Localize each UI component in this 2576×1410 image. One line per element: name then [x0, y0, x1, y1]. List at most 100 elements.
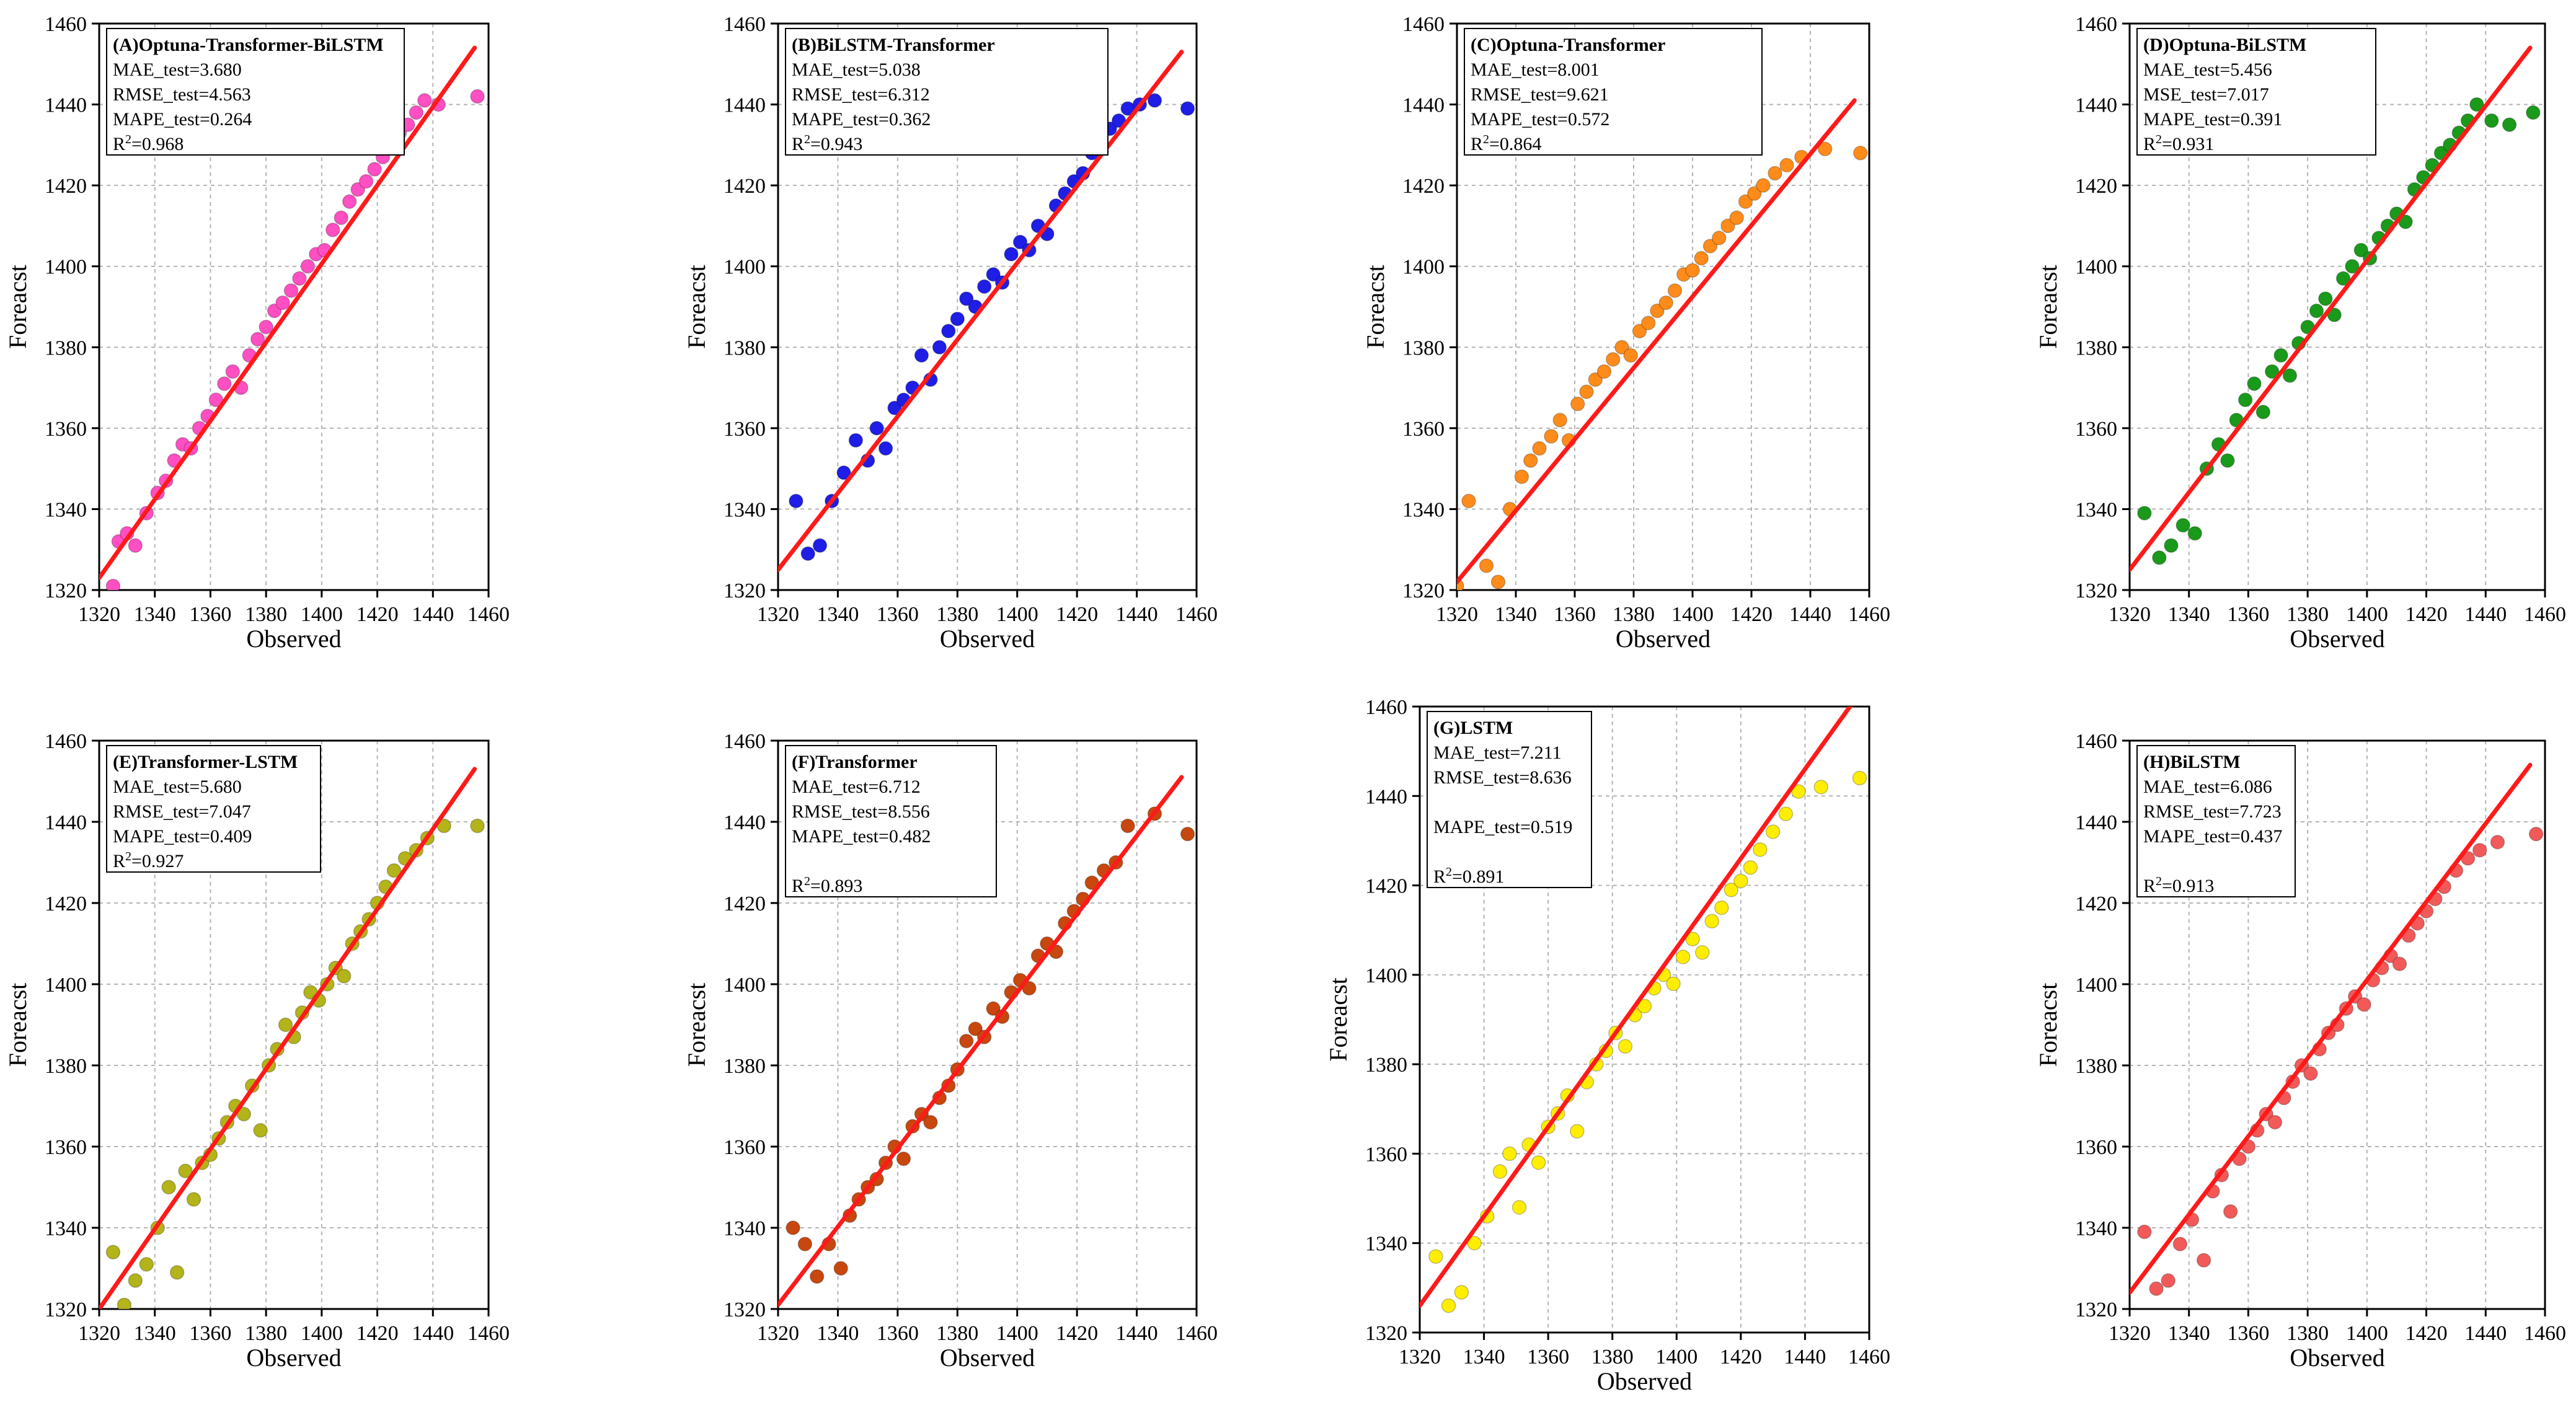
scatter-point	[1667, 283, 1683, 298]
scatter-point	[2335, 271, 2351, 286]
scatter-point	[1490, 575, 1506, 589]
scatter-point	[1479, 558, 1494, 573]
y-tick-label: 1460	[1402, 13, 1445, 36]
stats-box	[1427, 711, 1592, 888]
scatter-point	[1523, 453, 1538, 468]
scatter-point	[1768, 165, 1782, 181]
scatter-point	[1791, 784, 1806, 799]
scatter-point	[1544, 429, 1559, 444]
y-tick-label: 1380	[45, 1055, 87, 1078]
y-tick-label: 1380	[45, 337, 87, 359]
x-tick-label: 1460	[2524, 1322, 2566, 1345]
stats-box	[785, 28, 1109, 156]
metric-value: MSE_test=7.017	[2143, 84, 2269, 105]
scatter-point	[292, 271, 307, 286]
metric-value: RMSE_test=8.556	[792, 801, 930, 822]
x-tick-label: 1360	[1527, 1346, 1569, 1368]
scatter-point	[932, 340, 947, 355]
r-squared-value: R2=0.931	[2143, 133, 2214, 154]
y-tick-label: 1340	[45, 1217, 87, 1240]
y-tick-label: 1360	[724, 1136, 766, 1159]
scatter-point	[1618, 1039, 1633, 1054]
panel-title: (G)LSTM	[1433, 718, 1513, 738]
scatter-point	[253, 1123, 268, 1138]
scatter-point	[1729, 210, 1744, 226]
x-tick-label: 1320	[2109, 1322, 2151, 1345]
x-tick-label: 1460	[467, 1322, 510, 1345]
scatter-point	[923, 1114, 938, 1130]
y-tick-label: 1340	[1365, 1233, 1407, 1256]
plot-marks	[778, 50, 1195, 572]
scatter-point	[283, 283, 299, 298]
y-tick-label: 1320	[2075, 1298, 2117, 1321]
metric-value: MAE_test=7.211	[1433, 742, 1562, 763]
chart-panel-c: 1320 1340 1360 1380 1400 1420 1440 1460 1320 1340…	[1361, 13, 1890, 653]
chart-panel-e: 1320 1340 1360 1380 1400 1420 1440 1460 1320 1340…	[4, 730, 510, 1372]
scatter-point	[334, 210, 349, 226]
scatter-point	[2152, 550, 2167, 565]
scatter-point	[1004, 247, 1019, 262]
scatter-point	[1637, 998, 1652, 1014]
scatter-point	[797, 1236, 813, 1251]
scatter-point	[1779, 157, 1794, 173]
scatter-point	[1666, 976, 1681, 992]
scatter-point	[1685, 263, 1700, 278]
scatter-point	[342, 194, 357, 209]
y-tick-label: 1360	[2075, 418, 2117, 441]
plot-area-frame	[2128, 739, 2546, 1310]
x-tick-label: 1440	[2464, 1322, 2507, 1345]
metric-value: MAPE_test=0.264	[113, 109, 252, 130]
fit-line	[99, 45, 477, 580]
y-tick-label: 1420	[2075, 175, 2117, 198]
panel-title: (F)Transformer	[792, 752, 918, 772]
fit-line	[99, 767, 477, 1309]
y-tick-label: 1360	[2075, 1136, 2117, 1159]
plot-marks	[1457, 98, 1868, 590]
y-axis-title: Foreacst	[4, 265, 32, 349]
y-axis-title: Foreacst	[683, 983, 710, 1067]
x-tick-label: 1400	[301, 603, 343, 626]
scatter-point	[2472, 843, 2487, 858]
r-squared-value: R2=0.927	[113, 850, 184, 871]
stats-box	[2136, 28, 2376, 156]
x-tick-label: 1460	[1175, 1322, 1218, 1345]
scatter-point	[105, 1245, 121, 1260]
scatter-point	[2528, 826, 2544, 842]
chart-panel-d: 1320 1340 1360 1380 1400 1420 1440 1460 1320 1340…	[2034, 13, 2566, 653]
scatter-point	[2237, 392, 2253, 407]
metric-value: MAPE_test=0.482	[792, 826, 931, 847]
y-tick-label: 1380	[1402, 337, 1445, 359]
scatter-point	[836, 465, 851, 480]
scatter-point	[1428, 1249, 1443, 1264]
scatter-point	[161, 1179, 176, 1195]
stats-box	[106, 745, 321, 873]
x-tick-label: 1320	[1436, 603, 1478, 626]
y-tick-label: 1400	[2075, 256, 2117, 279]
y-tick-label: 1440	[724, 811, 766, 834]
scatter-point	[275, 295, 290, 311]
plot-area-frame	[1456, 22, 1870, 591]
metric-value: RMSE_test=9.621	[1471, 84, 1609, 105]
panel-title: (E)Transformer-LSTM	[113, 752, 298, 772]
scatter-point	[789, 493, 803, 509]
scatter-point	[128, 1273, 143, 1288]
chart-panel-h: 1320 1340 1360 1380 1400 1420 1440 1460 1320 1340…	[2034, 730, 2566, 1372]
scatter-point	[2137, 506, 2152, 521]
x-tick-label: 1440	[1789, 603, 1831, 626]
scatter-point	[470, 818, 485, 834]
scatter-point	[2187, 526, 2203, 541]
r-squared-value: R2=0.913	[2143, 875, 2214, 896]
fit-line	[1457, 98, 1857, 584]
x-tick-label: 1340	[1495, 603, 1537, 626]
plot-marks	[2130, 45, 2541, 572]
x-tick-label: 1400	[2346, 603, 2388, 626]
x-tick-label: 1420	[356, 603, 399, 626]
plot-marks	[2130, 762, 2544, 1296]
metric-value: MAPE_test=0.362	[792, 109, 931, 130]
x-tick-label: 1380	[1613, 603, 1655, 626]
plot-area-frame	[1419, 705, 1870, 1334]
scatter-point	[1694, 250, 1709, 266]
plot-area-frame	[98, 739, 490, 1310]
scatter-point	[2318, 291, 2333, 306]
y-tick-label: 1420	[45, 175, 87, 198]
